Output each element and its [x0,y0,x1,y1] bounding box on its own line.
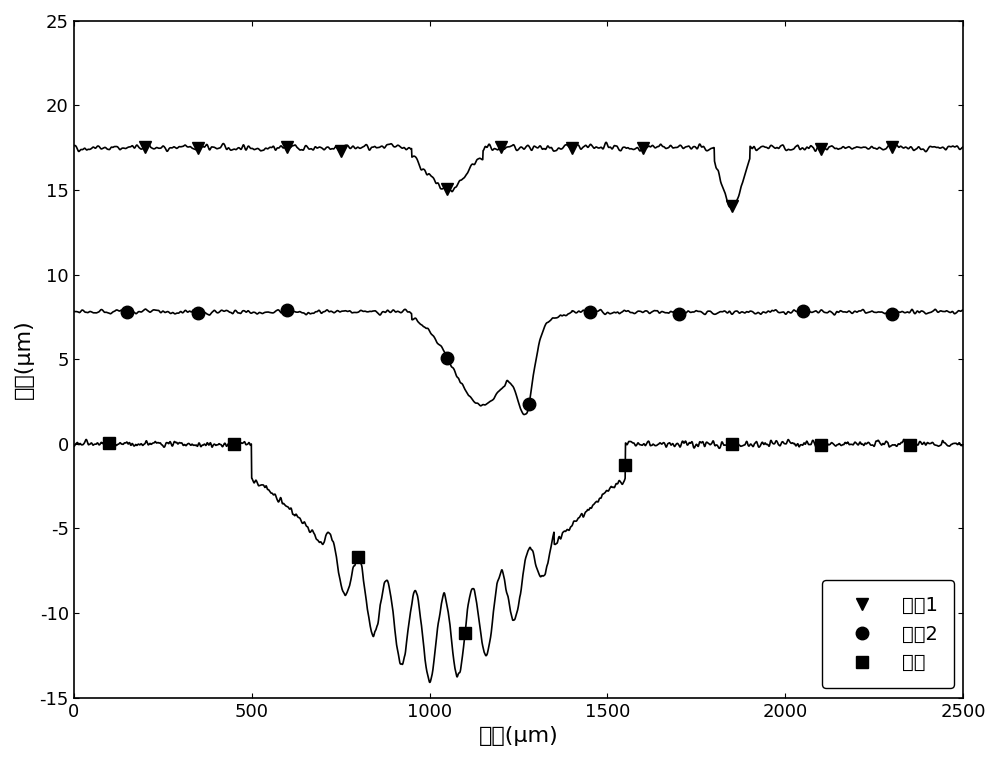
方案1 [441,184,453,193]
Line: 基体: 基体 [103,437,916,639]
基体 [352,553,364,562]
方案2 [673,310,685,319]
基体 [459,629,471,638]
方案1 [726,201,738,211]
方案2 [281,306,293,315]
方案1 [281,143,293,152]
基体 [619,461,631,470]
方案1 [886,142,898,151]
方案2 [584,307,596,316]
方案1 [815,144,827,154]
方案1 [637,143,649,152]
方案1 [566,144,578,153]
Line: 方案2: 方案2 [121,304,898,410]
方案2 [797,306,809,315]
方案2 [192,309,204,318]
方案1 [495,142,507,151]
Line: 方案1: 方案1 [139,141,898,212]
方案2 [441,354,453,363]
方案2 [886,309,898,318]
方案2 [523,399,535,408]
方案1 [192,144,204,153]
基体 [815,441,827,450]
基体 [228,439,240,448]
方案2 [121,307,133,316]
基体 [103,439,115,448]
方案1 [335,146,347,155]
方案1 [139,143,151,152]
基体 [726,439,738,448]
Y-axis label: 深度(μm): 深度(μm) [14,319,34,399]
X-axis label: 长度(μm): 长度(μm) [479,726,558,746]
Legend: 方案1, 方案2, 基体: 方案1, 方案2, 基体 [822,581,954,688]
基体 [904,440,916,449]
